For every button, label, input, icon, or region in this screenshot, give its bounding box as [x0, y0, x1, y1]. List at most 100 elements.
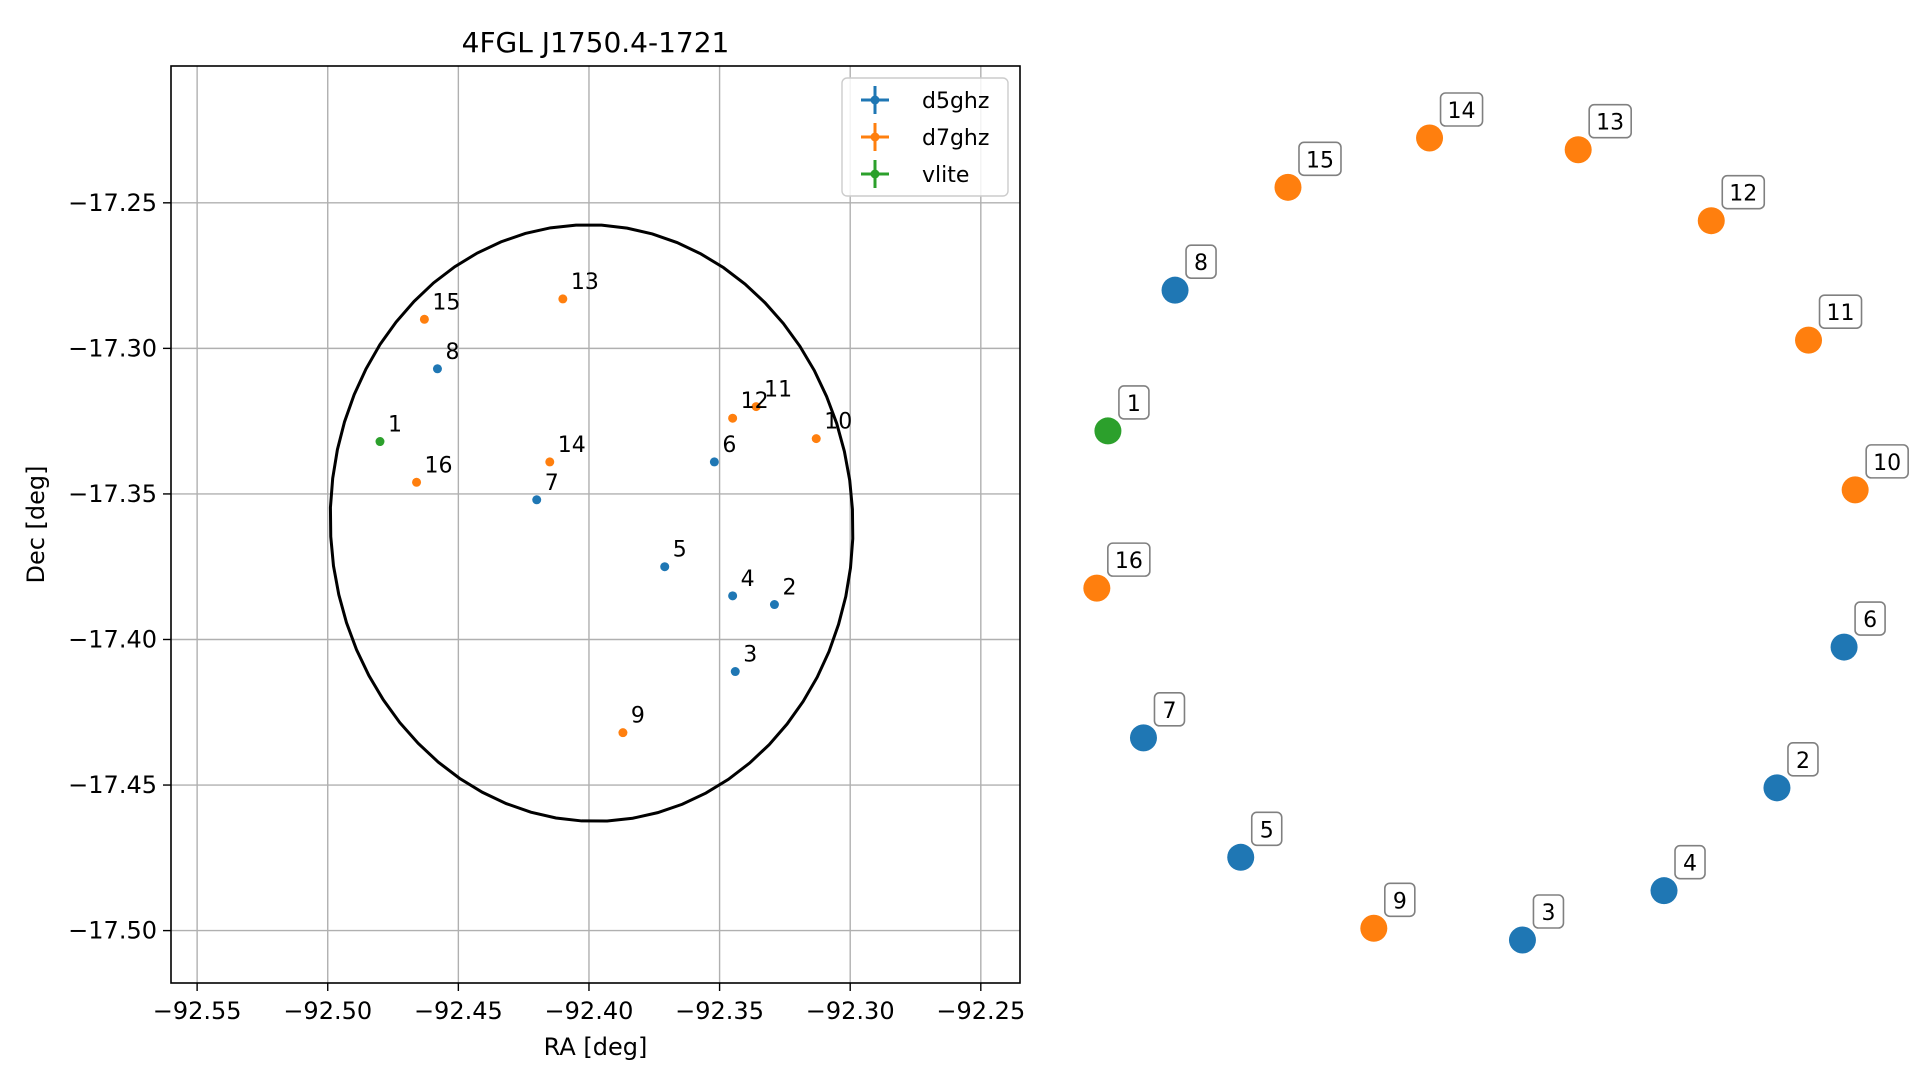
panel-label-box: [1384, 882, 1416, 918]
data-point-16: [412, 477, 422, 487]
y-axis-label: Dec [deg]: [22, 465, 50, 583]
panel-label-box: [1439, 92, 1484, 127]
data-point-7: [532, 495, 542, 505]
point-label-7: 7: [545, 471, 559, 496]
data-point-8: [432, 364, 442, 374]
data-point-11: [751, 402, 761, 412]
grid-lines: [171, 66, 1020, 983]
panel-label-box: [1107, 542, 1151, 577]
panel-label-10: 10: [1873, 451, 1901, 476]
panel-label-box: [1865, 444, 1909, 479]
point-label-4: 4: [741, 567, 755, 592]
panel-label-11: 11: [1827, 301, 1855, 326]
panel-marker-4: [1650, 877, 1678, 905]
panel-label-5: 5: [1260, 818, 1274, 843]
error-ellipse: [328, 223, 855, 823]
panel-label-15: 15: [1306, 148, 1334, 173]
data-point-14: [545, 457, 555, 467]
panel-marker-12: [1697, 207, 1725, 235]
x-axis-label: RA [deg]: [544, 1033, 648, 1061]
data-point-15: [419, 314, 429, 324]
panel-label-3: 3: [1541, 901, 1555, 926]
panel-label-box: [1298, 141, 1342, 177]
panel-label-box: [1854, 601, 1886, 636]
point-label-12: 12: [741, 389, 769, 414]
panel-label-4: 4: [1683, 852, 1697, 877]
panel-label-13: 13: [1596, 111, 1624, 136]
data-point-2: [769, 600, 779, 610]
data-point-12: [728, 413, 738, 423]
panel-marker-15: [1274, 173, 1302, 201]
x-tick-label: −92.40: [545, 997, 634, 1025]
point-label-8: 8: [445, 340, 459, 365]
chart-title: 4FGL J1750.4-1721: [462, 26, 730, 59]
legend-label-vlite: vlite: [922, 163, 969, 188]
legend-marker: [870, 169, 880, 179]
panel-marker-3: [1508, 926, 1536, 954]
panel-marker-16: [1083, 574, 1111, 602]
panel-label-box: [1674, 844, 1706, 880]
point-label-11: 11: [764, 378, 792, 403]
data-point-10: [811, 434, 821, 444]
panel-label-6: 6: [1863, 608, 1877, 633]
panel-marker-14: [1416, 124, 1444, 152]
panel-label-1: 1: [1127, 392, 1141, 417]
x-tick-label: −92.50: [283, 997, 372, 1025]
point-label-10: 10: [824, 410, 852, 435]
panel-label-box: [1588, 103, 1632, 139]
marker-panel: 13 12 11 10 6 2 4 3 9 5 7 16 1 8 15 14: [1083, 92, 1909, 954]
data-point-13: [558, 294, 568, 304]
point-label-5: 5: [673, 538, 687, 563]
panel-marker-1: [1094, 417, 1122, 445]
data-point-4: [728, 591, 738, 601]
panel-label-box: [1153, 692, 1186, 727]
y-tick-label: −17.45: [68, 771, 157, 799]
x-tick-label: −92.45: [414, 997, 503, 1025]
data-point-1: [375, 437, 385, 447]
data-point-3: [730, 667, 740, 677]
y-axis-ticks: −17.25 −17.30 −17.35 −17.40 −17.45 −17.50: [68, 189, 171, 945]
data-point-5: [660, 562, 670, 572]
point-label-13: 13: [571, 270, 599, 295]
point-label-16: 16: [425, 453, 453, 478]
x-tick-label: −92.55: [153, 997, 242, 1025]
point-label-14: 14: [558, 433, 586, 458]
point-label-2: 2: [782, 576, 796, 601]
point-label-6: 6: [722, 433, 736, 458]
y-tick-label: −17.30: [68, 334, 157, 362]
legend: d5ghz d7ghz vlite: [841, 77, 1009, 197]
panel-marker-11: [1795, 326, 1823, 354]
point-label-9: 9: [631, 704, 645, 729]
panel-label-box: [1721, 174, 1766, 210]
panel-marker-6: [1830, 633, 1858, 661]
y-tick-label: −17.25: [68, 189, 157, 217]
panel-label-2: 2: [1796, 749, 1810, 774]
x-tick-label: −92.30: [806, 997, 895, 1025]
panel-marker-2: [1763, 774, 1791, 802]
data-point-9: [618, 728, 628, 738]
panel-marker-13: [1564, 136, 1592, 164]
panel-label-8: 8: [1194, 251, 1208, 276]
legend-label-d7ghz: d7ghz: [922, 126, 989, 151]
legend-label-d5ghz: d5ghz: [922, 89, 989, 114]
data-point-6: [709, 457, 719, 467]
error-ellipse-layer: [328, 223, 855, 823]
panel-label-box: [1787, 742, 1819, 777]
panel-label-box: [1185, 244, 1217, 279]
panel-label-16: 16: [1115, 549, 1143, 574]
panel-label-14: 14: [1448, 99, 1476, 124]
panel-marker-5: [1227, 843, 1255, 871]
panel-marker-7: [1129, 724, 1157, 752]
point-label-15: 15: [432, 290, 460, 315]
legend-box: [841, 77, 1009, 197]
x-axis-ticks: −92.55 −92.50 −92.45 −92.40 −92.35 −92.30 −92.…: [153, 983, 1025, 1025]
panel-label-9: 9: [1393, 889, 1407, 914]
point-label-3: 3: [743, 643, 757, 668]
y-tick-label: −17.35: [68, 480, 157, 508]
panel-label-box: [1532, 894, 1565, 929]
panel-marker-8: [1161, 276, 1189, 304]
panel-marker-9: [1360, 914, 1388, 942]
panel-label-7: 7: [1162, 699, 1176, 724]
